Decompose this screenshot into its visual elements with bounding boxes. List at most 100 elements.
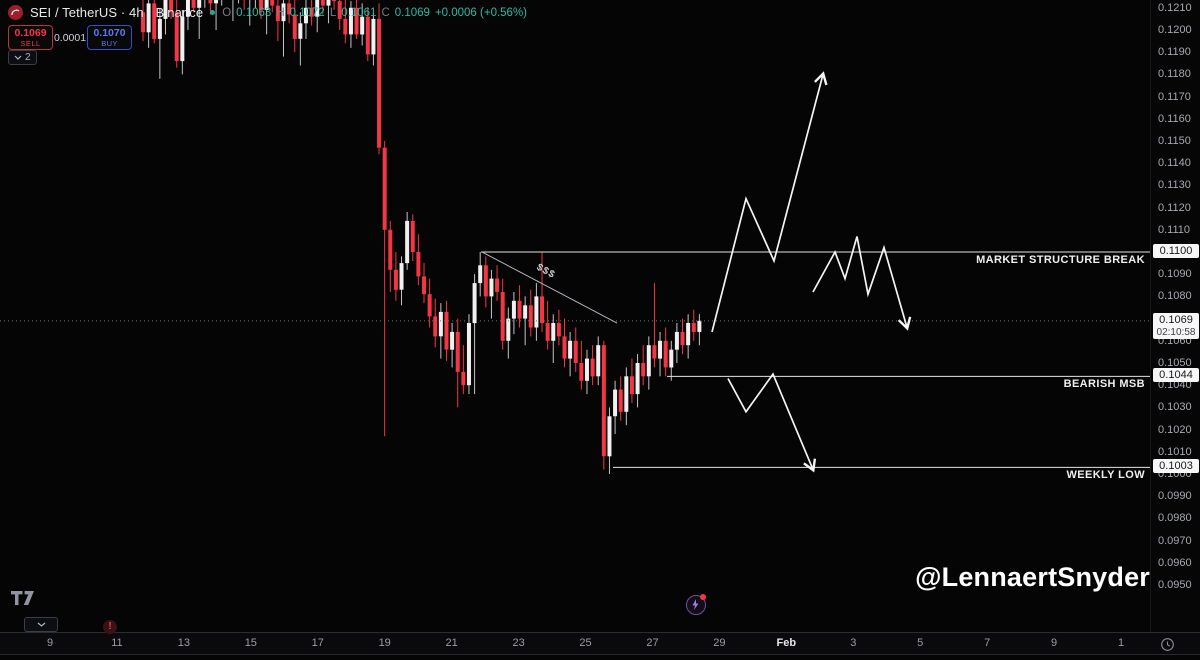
price-tick-label: 0.1200 [1158,24,1192,36]
candle-body [422,276,426,295]
candle-body [562,336,567,359]
candle-body [663,340,668,368]
time-tick-label: 1 [1117,637,1125,649]
close-label: C [381,6,390,19]
price-tick-label: 0.1140 [1158,157,1191,170]
candle-body [584,358,589,381]
close-value: 0.1069 [394,6,430,19]
watermark-handle: @LennaertSnyder [915,562,1150,592]
candle-body [382,147,387,230]
level-label[interactable]: MARKET STRUCTURE BREAK [976,254,1145,266]
projection-resistance-retest [812,236,912,331]
candle-body [658,340,663,359]
pane-collapse-button[interactable] [24,617,58,632]
time-axis[interactable]: 9 11 13 15 17 19 21 23 25 27 29 Feb 3 5 7 9 1 [0,632,1200,655]
sell-button[interactable]: 0.1069 SELL [8,25,53,50]
price-tick-label: 0.1080 [1158,290,1192,303]
price-tick-label: 0.1120 [1158,201,1191,214]
price-tick-label: 0.0990 [1158,490,1192,503]
price-tick-label: 0.1050 [1158,357,1192,369]
alert-error-icon[interactable]: ! [103,620,117,634]
price-tick-label: 0.1180 [1158,68,1191,81]
open-value: 0.1063 [236,6,272,19]
price-tick-label: 0.0960 [1158,556,1192,569]
sei-symbol-logo-icon [8,5,23,20]
price-tick-label: 0.1030 [1158,401,1192,414]
timezone-clock-icon[interactable] [1160,637,1175,652]
price-tick-label: 0.1040 [1158,379,1192,392]
candle-body [674,331,679,350]
candle-body [551,323,556,341]
candle-body [697,320,702,332]
time-tick-label: 25 [579,637,592,649]
candle-body [405,220,410,264]
price-tick-label: 0.1210 [1158,1,1192,14]
candle-body [691,323,696,332]
candle-body [596,345,601,377]
symbol-title[interactable]: SEI / TetherUS · 4h · Binance [30,5,204,20]
candle-body [489,278,494,297]
buy-price: 0.1070 [93,26,126,39]
tradingview-logo-icon[interactable] [11,591,34,610]
notification-dot-icon [700,594,706,600]
chart-drawings [0,71,1150,473]
candle-body [174,12,179,61]
candle-body [624,376,629,412]
candle-body [348,7,353,35]
candle-body [461,371,466,386]
candle-body [472,283,477,324]
candle-body [478,265,483,284]
projection-bearish-breakdown [727,372,817,473]
candle-body [646,345,651,377]
price-axis[interactable]: 0.1210 0.1200 0.1190 0.1180 0.1170 0.1160 0.11… [1150,0,1200,632]
market-status-dot-icon [210,10,216,15]
candle-body [270,0,275,6]
high-label: H [276,6,285,19]
price-tick-label: 0.1190 [1158,46,1191,59]
candle-body [152,3,157,39]
candle-body [281,3,286,22]
candle-body [332,0,337,2]
events-lightning-icon[interactable] [686,594,706,615]
candle-body [365,16,370,55]
time-tick-label: 9 [1051,637,1058,649]
candle-body [466,323,471,386]
candle-body [146,3,151,33]
candle-body [568,340,573,359]
level-label[interactable]: WEEKLY LOW [1066,469,1145,482]
candle-body [652,345,657,359]
candle-body [540,296,545,323]
level-price-axis-label: 0.1044 [1153,368,1199,383]
candle-body [511,300,516,319]
high-value: 0.1072 [289,6,325,19]
change-value: +0.0006 (+0.56%) [434,6,528,19]
candle-body [641,363,646,377]
candle-body [197,0,202,8]
price-chart-canvas[interactable] [0,0,1200,632]
candle-body [455,331,460,372]
level-label[interactable]: BEARISH MSB [1063,378,1145,391]
buy-button[interactable]: 0.1070 BUY [87,25,132,50]
legend-collapse-button[interactable]: 2 [8,50,37,65]
candle-body [433,316,438,337]
ohlc-values: O 0.1063 H 0.1072 L 0.1061 C 0.1069 +0.0006 … [222,7,527,19]
candle-body [590,358,595,377]
candle-body [629,376,634,395]
candle-body [377,18,382,148]
candle-body [528,305,533,328]
candle-body [556,323,561,337]
trade-buttons-row: 0.1069 SELL 0.0001 0.1070 BUY [8,25,132,50]
candle-body [438,311,443,337]
candle-body [545,323,550,341]
candle-body [275,5,280,22]
candle-body [309,7,314,17]
price-tick-label: 0.0970 [1158,534,1192,547]
candle-body [579,363,584,381]
low-value: 0.1061 [341,6,377,19]
current-price-axis-label: 0.1069 02:10:58 [1153,312,1199,339]
candle-body [264,0,269,10]
buy-label: BUY [101,39,118,48]
candle-body [495,278,500,292]
candlestick-series [141,0,702,474]
